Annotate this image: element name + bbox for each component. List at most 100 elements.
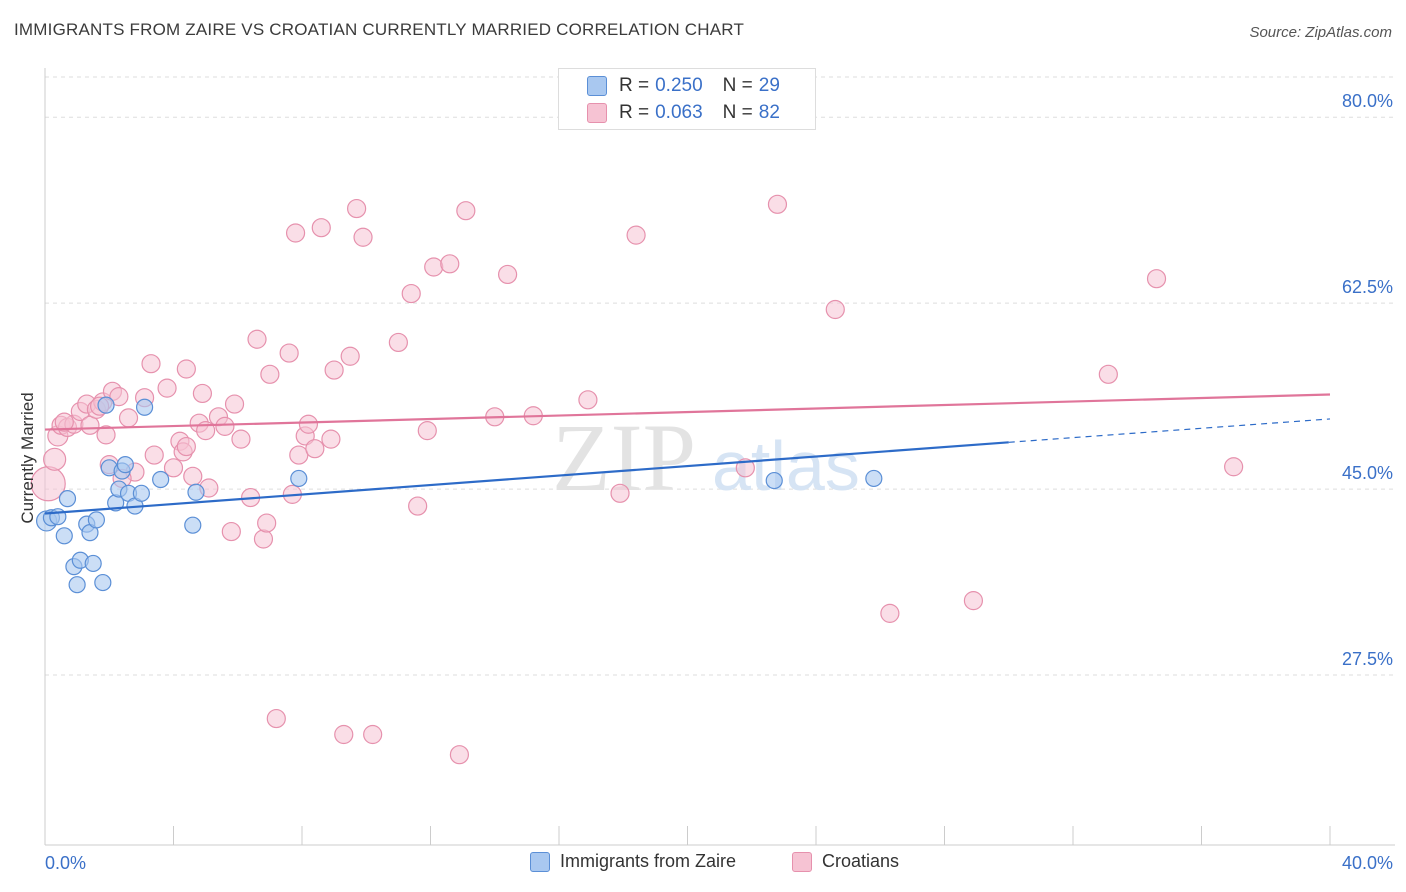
- y-tick-label: 62.5%: [1342, 277, 1393, 297]
- zaire-point: [184, 516, 202, 534]
- croatians-point: [257, 513, 277, 533]
- croatians-point: [247, 329, 267, 349]
- croatians-point: [449, 745, 470, 765]
- croatians-point: [408, 496, 428, 516]
- y-tick-labels: 27.5% 45.0% 62.5% 80.0%: [1342, 91, 1393, 669]
- croatians-point: [417, 421, 437, 441]
- croatians-points: [30, 194, 1244, 765]
- croatians-point: [118, 408, 139, 428]
- legend-r-label: R =: [619, 102, 650, 123]
- croatians-point: [456, 201, 476, 221]
- croatians-point: [141, 354, 161, 374]
- zaire-point: [94, 573, 112, 592]
- y-axis-label: Currently Married: [18, 392, 37, 523]
- x-tick-label: 0.0%: [45, 853, 86, 873]
- legend-n-value: 29: [758, 75, 780, 96]
- zaire-point: [97, 396, 115, 414]
- chart-title: IMMIGRANTS FROM ZAIRE VS CROATIAN CURREN…: [14, 20, 745, 39]
- croatians-point: [215, 416, 235, 436]
- croatians-point: [610, 483, 630, 503]
- croatians-point: [735, 458, 755, 478]
- croatians-point: [176, 436, 196, 457]
- legend-n-value: 82: [758, 102, 780, 123]
- zaire-point: [55, 527, 73, 545]
- croatians-point: [96, 425, 116, 445]
- watermark-atlas: atlas: [712, 427, 860, 505]
- croatians-point: [163, 458, 184, 478]
- croatians-point: [401, 283, 421, 304]
- x-tick-labels: 0.0% 40.0%: [45, 853, 1393, 873]
- trend-lines: [44, 393, 1331, 515]
- croatians-point: [253, 529, 274, 549]
- zaire-point: [132, 484, 150, 502]
- croatians-point: [266, 708, 286, 729]
- zaire-trend-line: [44, 441, 1009, 515]
- croatians-point: [363, 724, 383, 745]
- x-tick-label: 40.0%: [1342, 853, 1393, 873]
- grid-lines: [45, 76, 1395, 676]
- legend-row-zaire: R = 0.250 N = 29: [587, 74, 780, 98]
- croatians-point: [176, 359, 196, 379]
- croatians-point: [289, 445, 309, 465]
- legend-r-value: 0.250: [655, 75, 703, 96]
- croatians-point: [311, 218, 331, 238]
- croatians-point: [324, 360, 344, 380]
- legend-item-croatians[interactable]: Croatians: [792, 851, 899, 872]
- croatians-point: [298, 414, 319, 434]
- croatians-point: [279, 343, 299, 363]
- zaire-point: [290, 469, 308, 488]
- croatians-point: [353, 227, 373, 247]
- croatians-point: [1224, 457, 1244, 477]
- y-tick-label: 45.0%: [1342, 463, 1393, 483]
- zaire-point: [68, 576, 86, 594]
- legend-swatch-zaire: [530, 851, 550, 872]
- croatians-point: [80, 415, 100, 435]
- croatians-point: [626, 225, 646, 245]
- croatians-point: [231, 429, 251, 449]
- zaire-point: [135, 398, 154, 416]
- croatians-point: [43, 447, 67, 471]
- croatians-point: [305, 439, 325, 459]
- croatians-point: [109, 387, 129, 407]
- croatians-point: [285, 223, 306, 243]
- correlation-legend: R = 0.250 N = 29 R = 0.063 N = 82: [558, 68, 816, 130]
- zaire-point: [58, 490, 77, 508]
- croatians-point: [498, 264, 518, 285]
- croatians-point: [260, 364, 280, 384]
- croatians-point: [192, 383, 213, 404]
- axes: [44, 68, 1395, 846]
- legend-label-zaire: Immigrants from Zaire: [560, 851, 737, 871]
- zaire-trend-extension: [1008, 418, 1331, 443]
- legend-item-zaire[interactable]: Immigrants from Zaire: [530, 851, 736, 872]
- croatians-point: [347, 198, 367, 219]
- croatians-point: [340, 346, 360, 366]
- legend-label-croatians: Croatians: [822, 851, 900, 871]
- zaire-point: [187, 483, 205, 501]
- zaire-point: [765, 471, 783, 490]
- croatians-point: [424, 257, 444, 277]
- source-label: Source: ZipAtlas.com: [1249, 24, 1392, 41]
- croatians-point: [157, 378, 177, 398]
- legend-swatch-zaire: [587, 76, 607, 96]
- legend-n-label: N =: [722, 102, 753, 123]
- croatians-point: [144, 445, 164, 465]
- y-tick-label: 80.0%: [1342, 91, 1393, 111]
- legend-swatch-croatians: [792, 851, 812, 872]
- croatians-point: [1098, 364, 1118, 384]
- zaire-point: [152, 470, 170, 489]
- croatians-point: [825, 299, 845, 320]
- croatians-point: [1146, 269, 1167, 289]
- y-tick-label: 27.5%: [1342, 649, 1393, 669]
- legend-r-value: 0.063: [655, 102, 703, 123]
- legend-row-croatians: R = 0.063 N = 82: [587, 101, 780, 125]
- croatians-point: [767, 194, 788, 214]
- zaire-point: [865, 469, 883, 488]
- croatians-point: [963, 591, 984, 611]
- croatians-trend-line: [44, 393, 1331, 431]
- croatians-point: [388, 332, 408, 353]
- legend-r-label: R =: [619, 75, 650, 96]
- series-legend: Immigrants from Zaire Croatians: [0, 851, 1406, 879]
- croatians-point: [224, 394, 245, 414]
- zaire-point: [84, 554, 102, 573]
